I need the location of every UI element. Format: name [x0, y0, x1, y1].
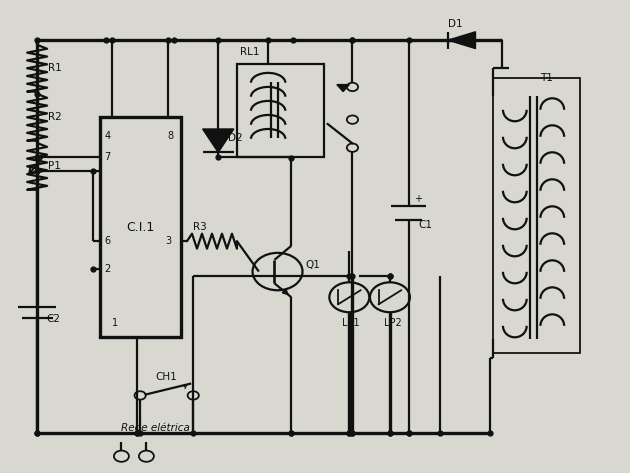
Text: R3: R3 — [193, 222, 207, 232]
Text: 1: 1 — [112, 318, 118, 328]
Text: CH1: CH1 — [156, 372, 178, 382]
Polygon shape — [448, 32, 476, 49]
Text: +: + — [414, 194, 421, 204]
Bar — [493, 78, 580, 353]
Polygon shape — [203, 129, 234, 152]
Text: 7: 7 — [105, 152, 111, 162]
Text: D2: D2 — [227, 133, 242, 143]
Bar — [100, 117, 181, 337]
Text: Q1: Q1 — [306, 260, 321, 270]
Text: C2: C2 — [47, 315, 60, 324]
Text: R2: R2 — [49, 112, 62, 123]
Text: 2: 2 — [105, 264, 111, 274]
Text: 4: 4 — [105, 131, 111, 141]
Text: Rede elétrica: Rede elétrica — [122, 423, 190, 433]
Text: RL1: RL1 — [240, 47, 260, 57]
Text: D1: D1 — [448, 19, 463, 29]
Polygon shape — [337, 85, 350, 92]
Text: 8: 8 — [167, 131, 173, 141]
Text: T1: T1 — [540, 72, 553, 83]
Text: 3: 3 — [165, 236, 171, 246]
Text: R1: R1 — [49, 63, 62, 73]
Text: LP1: LP1 — [342, 318, 360, 328]
Text: C1: C1 — [418, 220, 432, 230]
Bar — [237, 63, 324, 157]
Text: 6: 6 — [105, 236, 111, 246]
Text: LP2: LP2 — [384, 318, 401, 328]
Text: P1: P1 — [49, 161, 61, 171]
Text: C.I.1: C.I.1 — [126, 220, 154, 234]
